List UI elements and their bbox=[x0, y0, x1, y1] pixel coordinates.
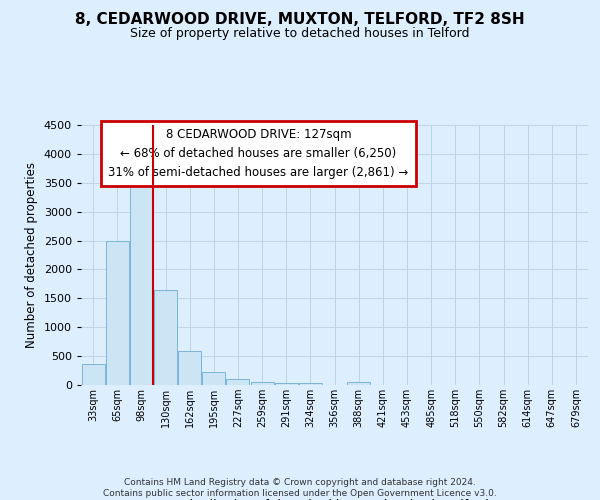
Text: Contains HM Land Registry data © Crown copyright and database right 2024.
Contai: Contains HM Land Registry data © Crown c… bbox=[103, 478, 497, 498]
Text: Size of property relative to detached houses in Telford: Size of property relative to detached ho… bbox=[130, 28, 470, 40]
Bar bbox=[226, 379, 250, 385]
Bar bbox=[202, 372, 225, 385]
Bar bbox=[178, 351, 201, 385]
Text: 8, CEDARWOOD DRIVE, MUXTON, TELFORD, TF2 8SH: 8, CEDARWOOD DRIVE, MUXTON, TELFORD, TF2… bbox=[75, 12, 525, 28]
Bar bbox=[251, 382, 274, 385]
Bar bbox=[299, 382, 322, 385]
Bar bbox=[154, 290, 177, 385]
Bar bbox=[275, 382, 298, 385]
Text: 8 CEDARWOOD DRIVE: 127sqm
← 68% of detached houses are smaller (6,250)
31% of se: 8 CEDARWOOD DRIVE: 127sqm ← 68% of detac… bbox=[109, 128, 409, 178]
Bar bbox=[347, 382, 370, 385]
Y-axis label: Number of detached properties: Number of detached properties bbox=[25, 162, 38, 348]
Bar bbox=[106, 240, 128, 385]
Bar bbox=[130, 168, 153, 385]
Bar bbox=[82, 364, 104, 385]
